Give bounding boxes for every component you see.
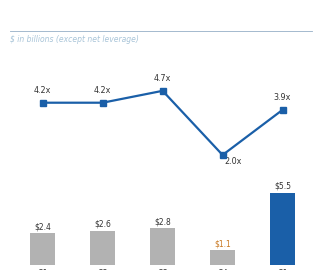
Bar xyxy=(150,228,175,265)
Text: $1.1: $1.1 xyxy=(214,239,231,248)
Text: $ in billions (except net leverage): $ in billions (except net leverage) xyxy=(10,35,138,44)
Text: $2.6: $2.6 xyxy=(94,220,111,229)
Text: $2.8: $2.8 xyxy=(154,217,171,226)
Text: 4.7x: 4.7x xyxy=(154,75,171,83)
Text: 3.9x: 3.9x xyxy=(274,93,291,102)
Text: $5.5: $5.5 xyxy=(274,182,291,191)
Text: 2.0x: 2.0x xyxy=(225,157,242,166)
Text: 4.2x: 4.2x xyxy=(94,86,111,95)
Bar xyxy=(90,231,115,265)
Text: 4.2x: 4.2x xyxy=(34,86,51,95)
Bar xyxy=(30,233,55,265)
Text: $2.4: $2.4 xyxy=(34,222,51,231)
Bar xyxy=(270,193,295,265)
Bar xyxy=(210,250,235,265)
Text: NET DEBT & NET LEVERAGE RATIO²: NET DEBT & NET LEVERAGE RATIO² xyxy=(10,11,200,21)
